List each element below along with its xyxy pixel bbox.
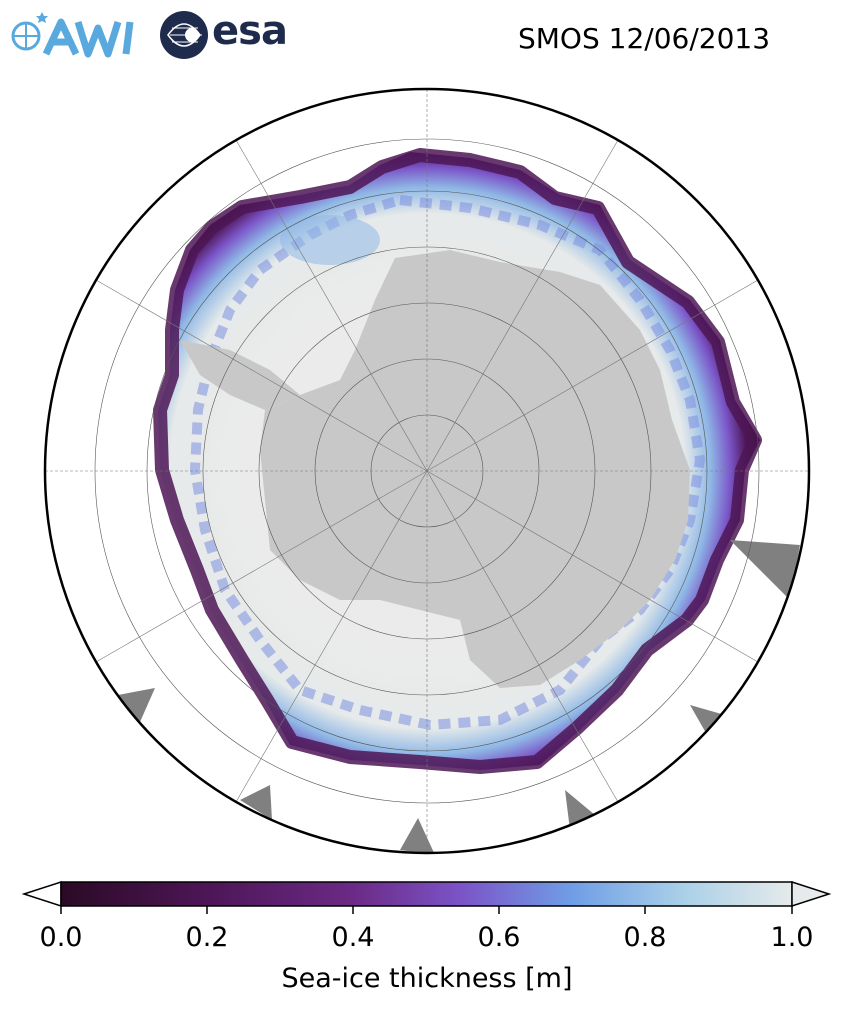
missing-data-wedge bbox=[240, 785, 272, 820]
colorbar-tick-label: 0.6 bbox=[477, 922, 521, 953]
esa-logo bbox=[160, 11, 208, 59]
thick-ice-patch bbox=[280, 215, 380, 265]
mid-thickness-band bbox=[189, 194, 706, 731]
meridians bbox=[45, 89, 809, 853]
sea-ice-map bbox=[43, 87, 811, 855]
colorbar-tick-marks bbox=[60, 906, 793, 914]
colorbar-tick-label: 0.0 bbox=[39, 922, 83, 953]
missing-data-wedge bbox=[690, 705, 725, 740]
map-title: SMOS 12/06/2013 bbox=[518, 22, 771, 55]
colorbar-gradient bbox=[60, 881, 793, 907]
colorbar-tick-label: 0.4 bbox=[331, 922, 375, 953]
colorbar-label: Sea-ice thickness [m] bbox=[281, 963, 573, 994]
colorbar-tick-label: 0.2 bbox=[185, 922, 229, 953]
colorbar-extend-low bbox=[21, 880, 62, 908]
antarctica-landmass bbox=[260, 250, 690, 688]
missing-data-wedge bbox=[400, 818, 435, 853]
awi-logo bbox=[11, 12, 134, 58]
esa-logo-text: esa bbox=[212, 8, 288, 54]
missing-data-wedge bbox=[118, 688, 155, 722]
colorbar-tick-label: 0.8 bbox=[623, 922, 667, 953]
map-boundary bbox=[43, 87, 811, 855]
colorbar bbox=[21, 880, 832, 914]
thin-ice-edge bbox=[153, 148, 762, 774]
missing-data-wedge bbox=[730, 540, 800, 600]
missing-data-wedge bbox=[565, 790, 595, 830]
antarctic-peninsula bbox=[180, 340, 300, 410]
colorbar-extend-high bbox=[791, 880, 832, 908]
colorbar-tick-label: 1.0 bbox=[770, 922, 814, 953]
